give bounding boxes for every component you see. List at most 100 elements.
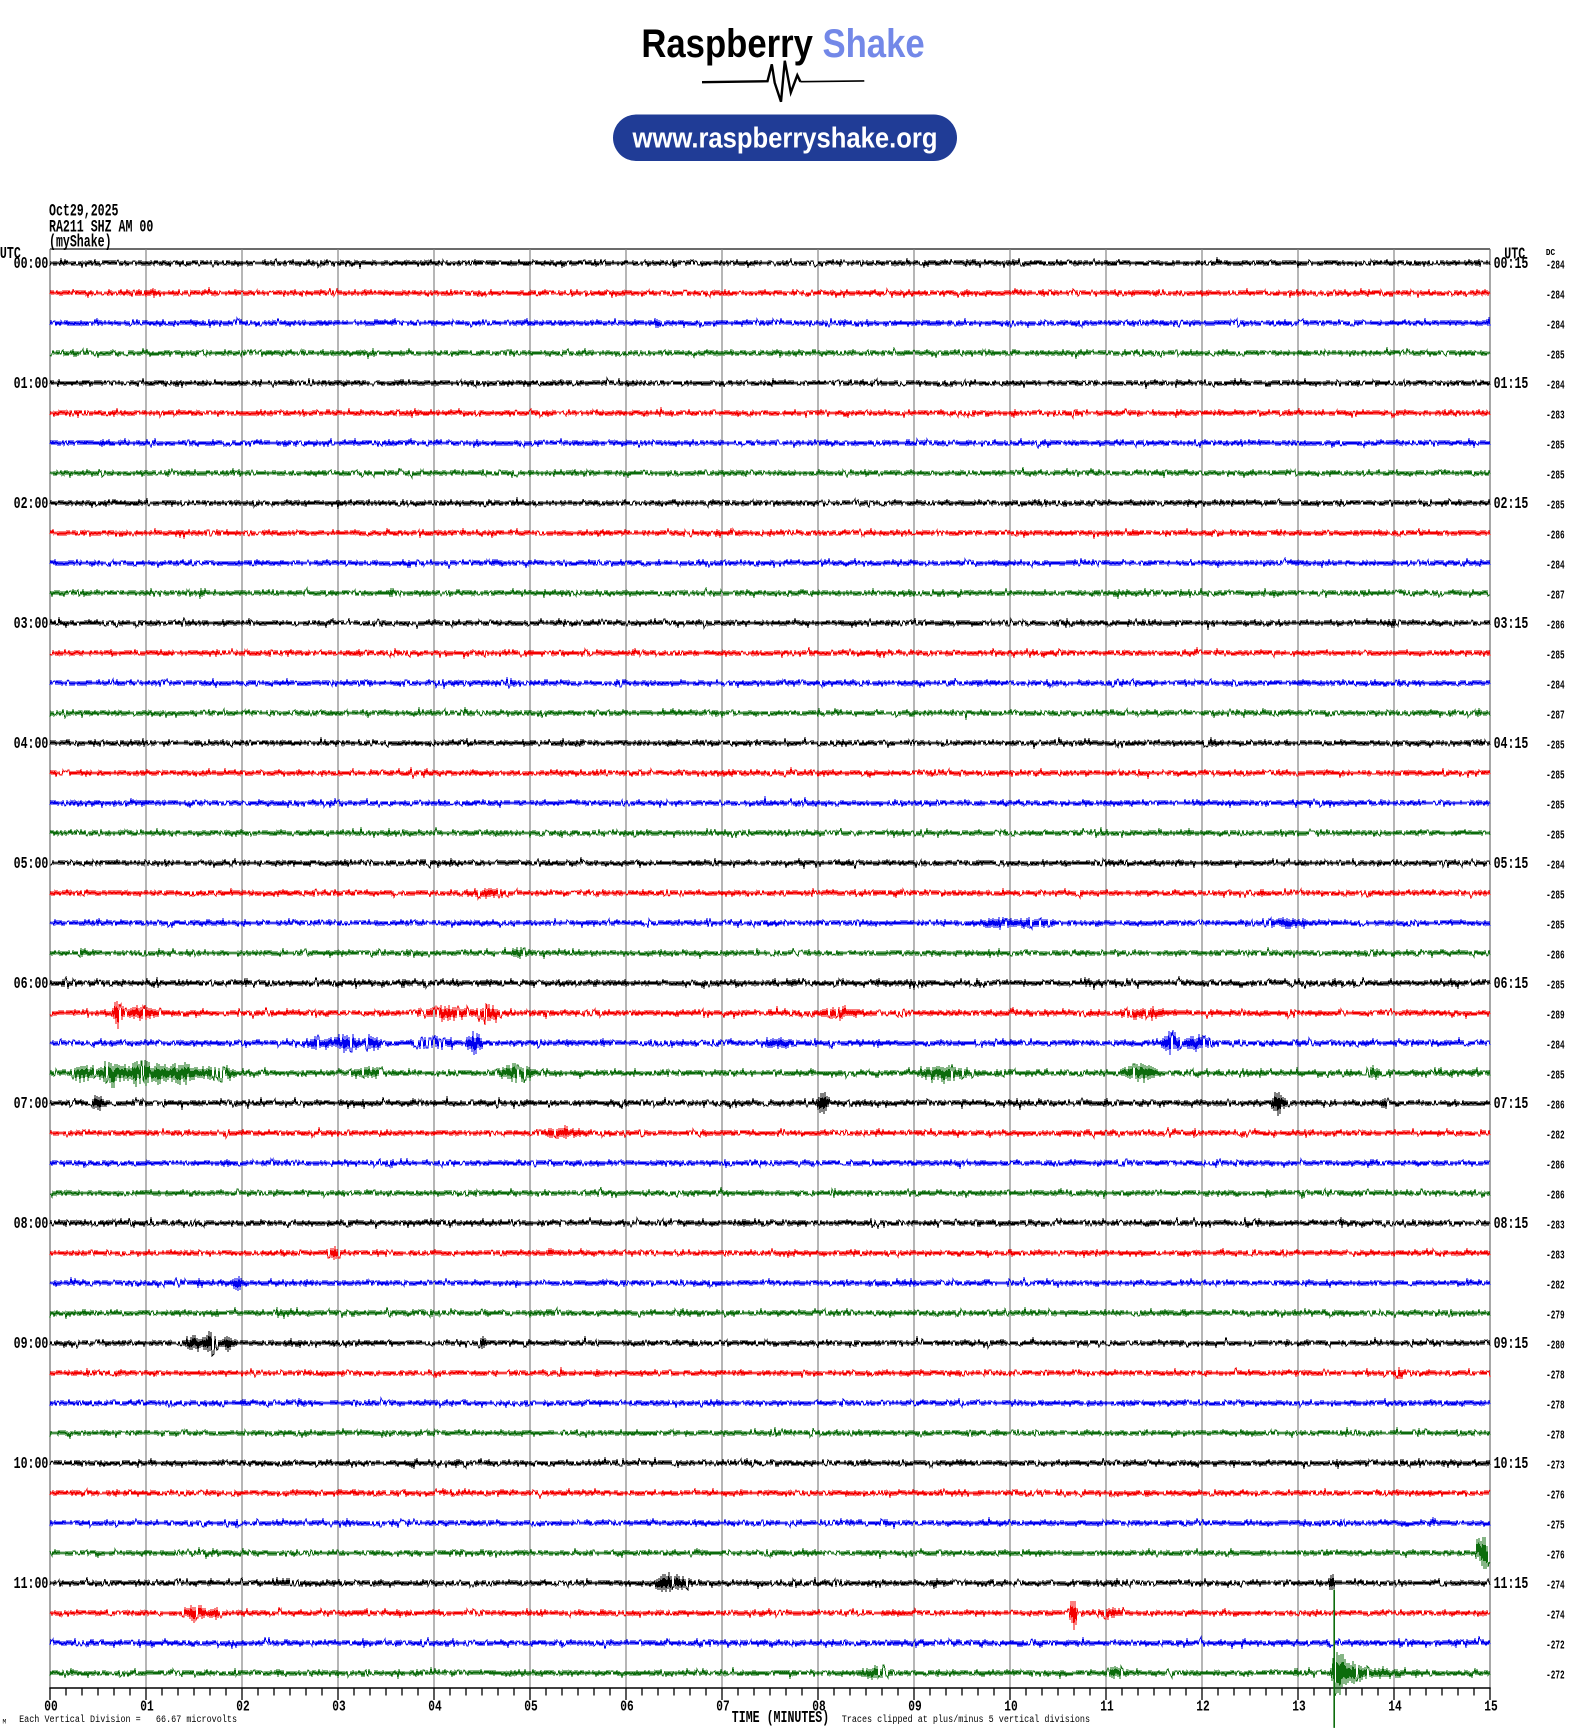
svg-text:10: 10: [1004, 1698, 1017, 1715]
svg-text:-286: -286: [1546, 1159, 1564, 1173]
svg-text:RA211 SHZ AM 00: RA211 SHZ AM 00: [49, 219, 153, 238]
svg-text:TIME (MINUTES): TIME (MINUTES): [732, 1709, 829, 1728]
svg-text:11: 11: [1100, 1698, 1113, 1715]
svg-text:09:15: 09:15: [1494, 1335, 1529, 1354]
svg-text:-286: -286: [1546, 1099, 1564, 1113]
svg-text:00:15: 00:15: [1494, 255, 1529, 274]
svg-text:-285: -285: [1546, 799, 1564, 813]
svg-text:15: 15: [1484, 1698, 1497, 1715]
svg-text:-279: -279: [1546, 1309, 1564, 1323]
svg-text:11:15: 11:15: [1494, 1575, 1529, 1594]
svg-text:-284: -284: [1546, 859, 1564, 873]
svg-text:-274: -274: [1546, 1609, 1564, 1623]
svg-text:08:00: 08:00: [14, 1215, 49, 1234]
svg-text:07: 07: [716, 1698, 729, 1715]
svg-text:-287: -287: [1546, 589, 1564, 603]
svg-text:Raspberry Shake: Raspberry Shake: [641, 21, 924, 66]
svg-text:05: 05: [524, 1698, 537, 1715]
svg-text:www.raspberryshake.org: www.raspberryshake.org: [632, 121, 938, 154]
svg-text:04:15: 04:15: [1494, 735, 1529, 754]
svg-text:06:15: 06:15: [1494, 975, 1529, 994]
svg-text:-284: -284: [1546, 289, 1564, 303]
svg-text:14: 14: [1388, 1698, 1401, 1715]
svg-text:-286: -286: [1546, 949, 1564, 963]
svg-text:-285: -285: [1546, 919, 1564, 933]
svg-text:-285: -285: [1546, 1069, 1564, 1083]
svg-text:-286: -286: [1546, 1189, 1564, 1203]
svg-text:00:00: 00:00: [14, 255, 49, 274]
svg-text:-283: -283: [1546, 409, 1564, 423]
svg-text:-285: -285: [1546, 469, 1564, 483]
svg-text:-278: -278: [1546, 1399, 1564, 1413]
svg-text:03:15: 03:15: [1494, 615, 1529, 634]
svg-text:(myShake): (myShake): [49, 234, 112, 253]
svg-text:-283: -283: [1546, 1249, 1564, 1263]
svg-text:-285: -285: [1546, 439, 1564, 453]
svg-text:11:00: 11:00: [14, 1575, 49, 1594]
svg-text:-280: -280: [1546, 1339, 1564, 1353]
svg-text:-284: -284: [1546, 379, 1564, 393]
svg-text:-273: -273: [1546, 1459, 1564, 1473]
svg-text:UTC: UTC: [1504, 246, 1525, 264]
svg-text:01: 01: [140, 1698, 153, 1715]
svg-text:M: M: [3, 1718, 7, 1725]
svg-text:09: 09: [908, 1698, 921, 1715]
svg-text:02:00: 02:00: [14, 495, 49, 514]
svg-text:-285: -285: [1546, 649, 1564, 663]
svg-text:-274: -274: [1546, 1579, 1564, 1593]
svg-text:06: 06: [620, 1698, 633, 1715]
svg-text:06:00: 06:00: [14, 975, 49, 994]
svg-text:-284: -284: [1546, 1039, 1564, 1053]
svg-text:09:00: 09:00: [14, 1335, 49, 1354]
svg-text:-276: -276: [1546, 1489, 1564, 1503]
svg-text:-278: -278: [1546, 1369, 1564, 1383]
svg-text:-284: -284: [1546, 259, 1564, 273]
svg-text:12: 12: [1196, 1698, 1209, 1715]
svg-text:Traces clipped at plus/minus 5: Traces clipped at plus/minus 5 vertical …: [842, 1713, 1090, 1725]
svg-text:-289: -289: [1546, 1009, 1564, 1023]
svg-text:-285: -285: [1546, 349, 1564, 363]
svg-text:02:15: 02:15: [1494, 495, 1529, 514]
svg-text:04: 04: [428, 1698, 441, 1715]
svg-text:-282: -282: [1546, 1129, 1564, 1143]
svg-text:-272: -272: [1546, 1669, 1564, 1683]
svg-text:08: 08: [812, 1698, 825, 1715]
svg-text:-285: -285: [1546, 769, 1564, 783]
svg-text:-284: -284: [1546, 319, 1564, 333]
svg-text:-286: -286: [1546, 529, 1564, 543]
svg-text:-284: -284: [1546, 679, 1564, 693]
svg-text:UTC: UTC: [0, 246, 21, 264]
svg-text:Each Vertical Division = 66.: Each Vertical Division = 66.67 microvolt…: [19, 1713, 237, 1725]
svg-text:-286: -286: [1546, 619, 1564, 633]
svg-text:-285: -285: [1546, 739, 1564, 753]
svg-text:05:15: 05:15: [1494, 855, 1529, 874]
svg-text:02: 02: [236, 1698, 249, 1715]
svg-text:13: 13: [1292, 1698, 1305, 1715]
svg-text:01:00: 01:00: [14, 375, 49, 394]
svg-text:-285: -285: [1546, 979, 1564, 993]
svg-text:-285: -285: [1546, 499, 1564, 513]
svg-text:07:00: 07:00: [14, 1095, 49, 1114]
svg-text:-285: -285: [1546, 829, 1564, 843]
svg-text:-276: -276: [1546, 1549, 1564, 1563]
svg-text:10:00: 10:00: [14, 1455, 49, 1474]
svg-text:-275: -275: [1546, 1519, 1564, 1533]
svg-text:01:15: 01:15: [1494, 375, 1529, 394]
svg-text:-287: -287: [1546, 709, 1564, 723]
svg-text:03:00: 03:00: [14, 615, 49, 634]
svg-text:-282: -282: [1546, 1279, 1564, 1293]
svg-text:-278: -278: [1546, 1429, 1564, 1443]
svg-text:-272: -272: [1546, 1639, 1564, 1653]
svg-text:08:15: 08:15: [1494, 1215, 1529, 1234]
svg-text:-284: -284: [1546, 559, 1564, 573]
svg-text:00: 00: [44, 1698, 57, 1715]
svg-text:03: 03: [332, 1698, 345, 1715]
svg-text:Oct29,2025: Oct29,2025: [49, 203, 119, 222]
svg-text:-285: -285: [1546, 889, 1564, 903]
svg-text:07:15: 07:15: [1494, 1095, 1529, 1114]
svg-text:05:00: 05:00: [14, 855, 49, 874]
svg-text:-283: -283: [1546, 1219, 1564, 1233]
svg-text:04:00: 04:00: [14, 735, 49, 754]
svg-text:10:15: 10:15: [1494, 1455, 1529, 1474]
svg-text:DC: DC: [1546, 247, 1555, 258]
